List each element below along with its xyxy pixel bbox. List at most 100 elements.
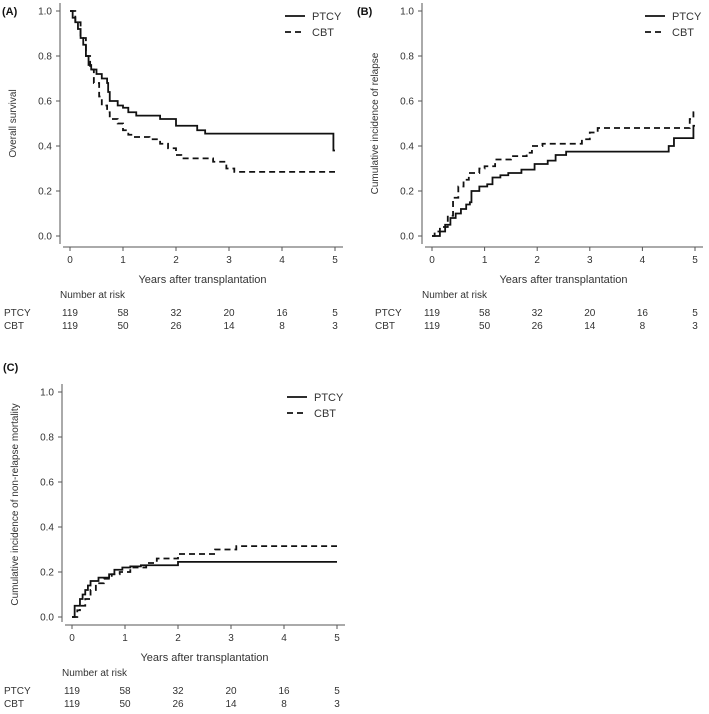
- risk-value: 20: [223, 308, 235, 319]
- risk-row-label: CBT: [375, 321, 395, 332]
- x-tick-label: 0: [429, 255, 435, 266]
- risk-value: 5: [334, 686, 340, 697]
- risk-value: 26: [532, 321, 544, 332]
- x-axis-label: Years after transplantation: [138, 274, 266, 286]
- x-axis-label: Years after transplantation: [140, 652, 268, 664]
- legend-label: PTCY: [312, 11, 342, 23]
- panel-label: (C): [3, 362, 19, 374]
- x-tick-label: 4: [640, 255, 646, 266]
- legend-label: CBT: [314, 408, 336, 420]
- panel-label: (B): [357, 6, 373, 18]
- y-tick-label: 0.0: [38, 232, 52, 243]
- x-tick-label: 1: [122, 633, 128, 644]
- x-tick-label: 4: [279, 255, 285, 266]
- x-tick-label: 2: [175, 633, 181, 644]
- risk-value: 20: [225, 686, 237, 697]
- legend-label: PTCY: [672, 11, 702, 23]
- risk-value: 32: [172, 686, 184, 697]
- panel-b: (B) 0.0 0.2 0.4 0.6 0.8 1.0 0 1 2 3 4 5 Years after t…: [357, 3, 703, 332]
- risk-value: 8: [279, 321, 285, 332]
- risk-value: 14: [223, 321, 235, 332]
- y-tick-label: 0.6: [38, 97, 52, 108]
- x-tick-label: 0: [67, 255, 73, 266]
- y-tick-label: 0.0: [40, 613, 54, 624]
- x-tick-label: 5: [332, 255, 338, 266]
- risk-table-title: Number at risk: [60, 290, 126, 301]
- risk-value: 5: [332, 308, 338, 319]
- legend-label: CBT: [312, 27, 334, 39]
- risk-value: 119: [64, 699, 80, 710]
- y-tick-label: 0.0: [400, 232, 414, 243]
- risk-value: 119: [424, 308, 440, 319]
- risk-value: 50: [117, 321, 129, 332]
- panel-c: (C) 0.0 0.2 0.4 0.6 0.8 1.0 0 1 2 3 4 5 Years after t…: [3, 362, 345, 710]
- risk-value: 58: [479, 308, 491, 319]
- y-axis-label: Cumulative incidence of relapse: [370, 52, 381, 194]
- x-tick-label: 5: [334, 633, 340, 644]
- y-axis-label: Cumulative incidence of non-relapse mort…: [10, 403, 21, 605]
- y-tick-label: 1.0: [40, 388, 54, 399]
- series-cbt-line: [72, 545, 337, 618]
- risk-table-title: Number at risk: [62, 668, 128, 679]
- risk-value: 20: [584, 308, 596, 319]
- risk-value: 119: [62, 308, 78, 319]
- y-tick-label: 0.2: [40, 568, 54, 579]
- legend-label: PTCY: [314, 392, 344, 404]
- x-tick-label: 3: [587, 255, 593, 266]
- y-tick-label: 0.8: [38, 52, 52, 63]
- risk-row-label: CBT: [4, 321, 24, 332]
- y-tick-label: 0.4: [400, 142, 414, 153]
- risk-row-label: PTCY: [375, 308, 402, 319]
- y-tick-label: 1.0: [400, 7, 414, 18]
- y-tick-label: 1.0: [38, 7, 52, 18]
- risk-value: 14: [225, 699, 237, 710]
- risk-value: 16: [637, 308, 649, 319]
- risk-value: 8: [281, 699, 287, 710]
- risk-value: 8: [640, 321, 646, 332]
- risk-row-label: PTCY: [4, 686, 31, 697]
- risk-value: 16: [278, 686, 290, 697]
- x-axis-label: Years after transplantation: [499, 274, 627, 286]
- risk-value: 32: [170, 308, 182, 319]
- x-tick-label: 2: [173, 255, 179, 266]
- y-tick-label: 0.2: [400, 187, 414, 198]
- risk-value: 26: [172, 699, 184, 710]
- risk-row-label: CBT: [4, 699, 24, 710]
- series-cbt-line: [432, 111, 695, 237]
- series-ptcy-line: [72, 560, 337, 618]
- x-tick-label: 1: [120, 255, 126, 266]
- y-tick-label: 0.4: [38, 142, 52, 153]
- risk-value: 3: [692, 321, 698, 332]
- risk-value: 3: [334, 699, 340, 710]
- risk-value: 14: [584, 321, 596, 332]
- risk-value: 32: [532, 308, 544, 319]
- risk-value: 50: [479, 321, 491, 332]
- risk-value: 119: [64, 686, 80, 697]
- risk-value: 50: [119, 699, 131, 710]
- x-tick-label: 3: [228, 633, 234, 644]
- risk-value: 119: [424, 321, 440, 332]
- risk-value: 58: [119, 686, 131, 697]
- y-tick-label: 0.8: [400, 52, 414, 63]
- legend-label: CBT: [672, 27, 694, 39]
- y-tick-label: 0.6: [40, 478, 54, 489]
- risk-value: 5: [692, 308, 698, 319]
- y-tick-label: 0.6: [400, 97, 414, 108]
- panel-a: (A) 0.0 0.2 0.4 0.6 0.8 1.0 0 1 2 3 4 5 Years after t…: [2, 3, 343, 332]
- y-axis-label: Overall survival: [8, 89, 19, 157]
- x-tick-label: 5: [692, 255, 698, 266]
- x-tick-label: 1: [482, 255, 488, 266]
- risk-table-title: Number at risk: [422, 290, 488, 301]
- x-tick-label: 4: [281, 633, 287, 644]
- y-tick-label: 0.8: [40, 433, 54, 444]
- panel-label: (A): [2, 6, 18, 18]
- risk-value: 3: [332, 321, 338, 332]
- x-tick-label: 3: [226, 255, 232, 266]
- risk-value: 16: [276, 308, 288, 319]
- risk-value: 119: [62, 321, 78, 332]
- x-tick-label: 2: [534, 255, 540, 266]
- y-tick-label: 0.4: [40, 523, 54, 534]
- risk-value: 26: [170, 321, 182, 332]
- risk-row-label: PTCY: [4, 308, 31, 319]
